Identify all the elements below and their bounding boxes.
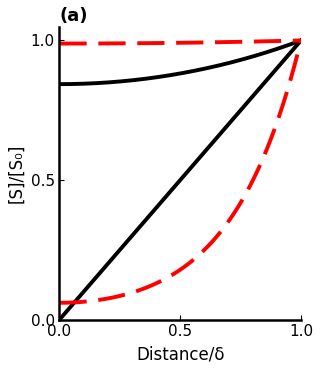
- X-axis label: Distance/δ: Distance/δ: [136, 345, 225, 363]
- Y-axis label: [S]/[S₀]: [S]/[S₀]: [7, 144, 25, 203]
- Text: (a): (a): [60, 7, 88, 25]
